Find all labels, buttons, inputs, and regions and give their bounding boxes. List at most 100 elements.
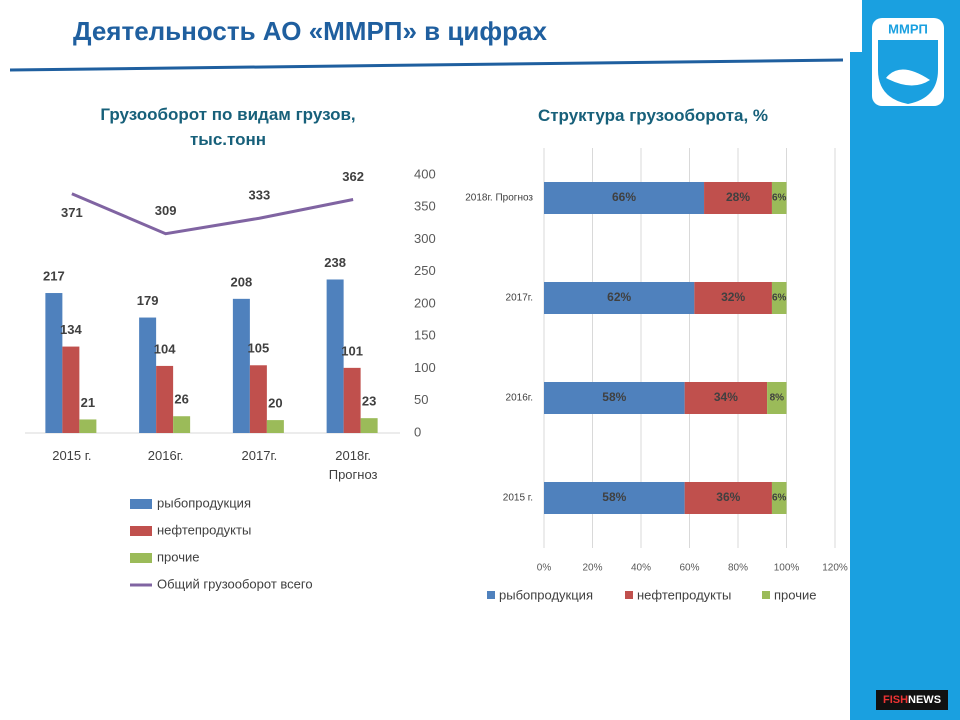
data-label: 8%	[770, 393, 785, 404]
watermark-box	[876, 690, 948, 710]
data-label: 23	[362, 394, 376, 409]
data-label: 238	[324, 255, 346, 270]
legend-label: нефтепродукты	[637, 587, 731, 602]
data-label: 101	[341, 343, 363, 358]
legend-label: рыбопродукция	[157, 495, 251, 510]
bar-segment	[544, 182, 705, 214]
data-label: 26	[174, 392, 188, 407]
y-tick-label: 400	[414, 166, 436, 181]
data-label: 217	[43, 268, 65, 283]
x-tick-label: 0%	[537, 563, 552, 574]
bar-segment	[704, 182, 772, 214]
bar	[62, 346, 80, 433]
watermark-part: FISH	[883, 694, 908, 706]
y-tick-label: 2015 г.	[503, 493, 533, 504]
data-label: 333	[249, 188, 271, 203]
legend-marker	[762, 591, 770, 599]
data-label: 58%	[602, 490, 626, 504]
bar-segment	[771, 282, 787, 314]
legend-label: Общий грузооборот всего	[157, 576, 313, 591]
data-label: 371	[61, 205, 83, 220]
bar	[343, 367, 361, 433]
legend-label: прочие	[774, 587, 816, 602]
x-tick-label: 80%	[728, 563, 748, 574]
bar	[156, 365, 174, 433]
data-label: 6%	[772, 293, 787, 304]
chart-title: Структура грузооборота, %	[537, 106, 769, 125]
data-label: 62%	[607, 290, 631, 304]
bar	[139, 317, 157, 433]
bar-segment	[684, 482, 772, 514]
x-tick-label: 100%	[774, 563, 800, 574]
data-label: 179	[137, 293, 159, 308]
x-tick-label: 40%	[631, 563, 651, 574]
data-label: 208	[231, 274, 253, 289]
y-tick-label: 2018г. Прогноз	[465, 193, 533, 204]
data-label: 362	[342, 169, 364, 184]
legend-marker	[487, 591, 495, 599]
y-tick-label: 0	[414, 424, 421, 439]
y-tick-label: 150	[414, 328, 436, 343]
bar-segment	[684, 382, 768, 414]
legend-label: прочие	[157, 549, 199, 564]
side-panel	[850, 0, 960, 720]
bar-segment	[694, 282, 772, 314]
bar-segment	[771, 482, 787, 514]
data-label: 6%	[772, 193, 787, 204]
y-tick-label: 100	[414, 360, 436, 375]
title-rule	[9, 58, 844, 72]
data-label: 32%	[721, 290, 745, 304]
bar-segment	[544, 382, 685, 414]
y-tick-label: 200	[414, 295, 436, 310]
logo-ship	[886, 69, 930, 86]
watermark-part: NEWS	[908, 694, 941, 706]
legend-marker	[130, 499, 152, 509]
legend-marker	[625, 591, 633, 599]
bar-segment	[771, 182, 787, 214]
line	[71, 192, 354, 236]
data-label: 21	[81, 395, 95, 410]
x-tick-label: 2018г. Прогноз	[328, 448, 378, 482]
y-tick-label: 2017г.	[506, 293, 533, 304]
bar	[45, 293, 63, 433]
bar	[173, 416, 191, 433]
slide-title: Деятельность АО «ММРП» в цифрах	[73, 16, 547, 46]
chart-title: Грузооборот по видам грузов, тыс.тонн	[100, 105, 356, 149]
bar	[360, 418, 378, 433]
x-tick-label: 60%	[679, 563, 699, 574]
data-label: 309	[155, 203, 177, 218]
y-tick-label: 250	[414, 263, 436, 278]
watermark: FISHNEWS	[883, 694, 941, 706]
x-tick-label: 2016г.	[147, 448, 184, 463]
bar	[266, 420, 284, 433]
bar	[326, 279, 344, 433]
data-label: 34%	[714, 390, 738, 404]
bar-segment	[544, 282, 695, 314]
data-label: 58%	[602, 390, 626, 404]
y-tick-label: 2016г.	[506, 393, 533, 404]
legend-label: нефтепродукты	[157, 522, 251, 537]
bar-segment	[767, 382, 787, 414]
y-tick-label: 300	[414, 231, 436, 246]
x-tick-label: 2015 г.	[52, 448, 92, 463]
data-label: 104	[154, 341, 176, 356]
y-tick-label: 50	[414, 392, 428, 407]
data-label: 6%	[772, 493, 787, 504]
data-label: 105	[248, 341, 270, 356]
data-label: 28%	[726, 190, 750, 204]
bar-segment	[544, 482, 685, 514]
x-tick-label: 20%	[582, 563, 602, 574]
y-tick-label: 350	[414, 199, 436, 214]
legend-label: рыбопродукция	[499, 587, 593, 602]
data-label: 134	[60, 322, 82, 337]
logo-text: ММРП	[888, 21, 928, 36]
legend-marker	[130, 526, 152, 536]
x-tick-label: 120%	[822, 563, 848, 574]
bar	[79, 419, 97, 433]
data-label: 20	[268, 396, 282, 411]
panel-notch	[850, 0, 862, 52]
bar	[249, 365, 267, 433]
data-label: 66%	[612, 190, 636, 204]
